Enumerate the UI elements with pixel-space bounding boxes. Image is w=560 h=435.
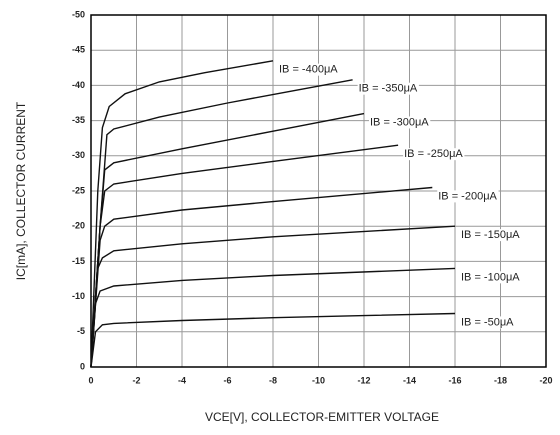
x-tick-label: -2 [132,375,140,385]
series-label: IB = -200μA [438,190,497,202]
label-bg [460,316,516,329]
x-axis-title: VCE[V], COLLECTOR-EMITTER VOLTAGE [205,410,439,424]
y-tick-label: -50 [72,9,85,19]
y-tick-label: -20 [72,221,85,231]
x-tick-label: -12 [357,375,370,385]
label-bg [460,271,522,284]
series-label: IB = -50μA [461,316,514,328]
x-tick-label: -16 [448,375,461,385]
y-tick-label: -15 [72,256,85,266]
label-bg [460,229,522,242]
series-label: IB = -100μA [461,271,520,283]
y-axis-title: IC[mA], COLLECTOR CURRENT [14,101,28,280]
label-bg [403,148,465,161]
y-tick-label: -25 [72,185,85,195]
series-label: IB = -400μA [279,64,338,76]
x-tick-label: -20 [539,375,552,385]
y-tick-label: -40 [72,80,85,90]
y-tick-label: 0 [80,361,85,371]
y-tick-label: -45 [72,45,85,55]
series-label: IB = -150μA [461,229,520,241]
x-tick-label: -4 [178,375,186,385]
curve [90,186,433,368]
curve [90,60,274,368]
series-label: IB = -350μA [359,83,418,95]
series-label: IB = -250μA [404,148,463,160]
x-tick-label: -10 [312,375,325,385]
x-tick-label: -8 [269,375,277,385]
label-bg [369,116,431,129]
y-tick-label: -5 [77,326,85,336]
x-tick-label: -6 [223,375,231,385]
curve [90,225,456,368]
x-tick-label: 0 [88,375,93,385]
y-tick-label: -10 [72,291,85,301]
y-tick-label: -30 [72,150,85,160]
y-tick-label: -35 [72,115,85,125]
x-tick-label: -18 [494,375,507,385]
series-label: IB = -300μA [370,116,429,128]
curve [90,267,456,368]
label-bg [437,190,499,203]
curve [90,144,399,368]
curve [90,312,456,368]
x-tick-label: -14 [403,375,416,385]
label-bg [278,63,340,76]
plot-frame [90,14,547,368]
label-bg [357,82,419,95]
